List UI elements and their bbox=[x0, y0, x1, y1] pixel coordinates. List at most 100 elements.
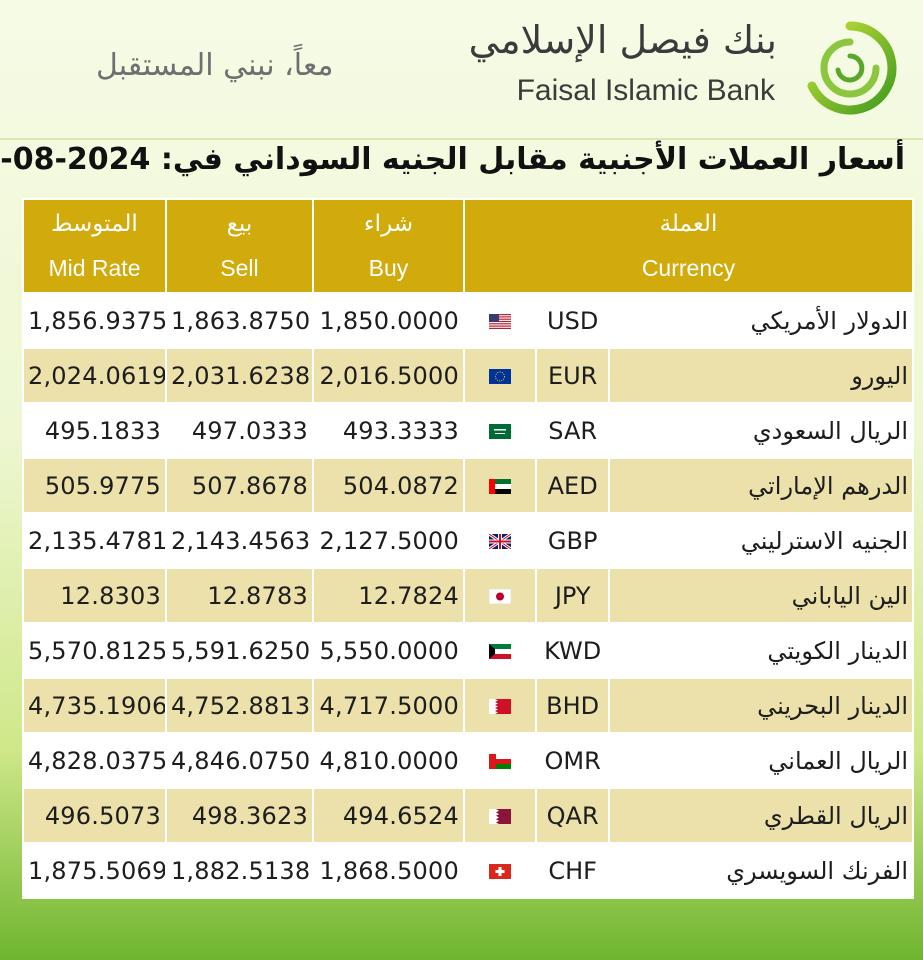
buy-cell: 1,868.5000 bbox=[313, 844, 463, 897]
table-row: 12.8303 12.8783 12.7824 JPY الين الياباني bbox=[24, 569, 912, 622]
buy-header: شراء Buy bbox=[313, 200, 463, 292]
currency-header-ar: العملة bbox=[659, 211, 718, 237]
sell-header: بيع Sell bbox=[166, 200, 312, 292]
buy-cell: 493.3333 bbox=[313, 404, 463, 457]
sell-cell: 507.8678 bbox=[166, 459, 312, 512]
table-row: 5,570.8125 5,591.6250 5,550.0000 KWD الدينار… bbox=[24, 624, 912, 677]
sell-cell: 1,882.5138 bbox=[166, 844, 312, 897]
title-date: 21-08-2024 bbox=[0, 142, 151, 177]
sell-cell: 4,752.8813 bbox=[166, 679, 312, 732]
table-row: 2,024.0619 2,031.6238 2,016.5000 EUR اليورو bbox=[24, 349, 912, 402]
buy-cell: 5,550.0000 bbox=[313, 624, 463, 677]
currency-code-cell: BHD bbox=[537, 679, 608, 732]
ch-flag-icon bbox=[489, 857, 512, 885]
title-text: أسعار العملات الأجنبية مقابل الجنيه السو… bbox=[160, 142, 905, 177]
flag-cell bbox=[464, 349, 536, 402]
sell-cell: 2,143.4563 bbox=[166, 514, 312, 567]
table-row: 1,856.9375 1,863.8750 1,850.0000 USD الدولار… bbox=[24, 294, 912, 347]
table-row: 1,875.5069 1,882.5138 1,868.5000 CHF الفرنك … bbox=[24, 844, 912, 897]
flag-cell bbox=[464, 789, 536, 842]
slogan: معاً، نبني المستقبل bbox=[96, 48, 334, 83]
buy-cell: 4,810.0000 bbox=[313, 734, 463, 787]
mid-rate-cell: 2,024.0619 bbox=[24, 349, 165, 402]
flag-cell bbox=[464, 844, 536, 897]
flag-cell bbox=[464, 569, 536, 622]
currency-name-cell: الفرنك السويسري bbox=[609, 844, 912, 897]
currency-name-cell: الجنيه الاسترليني bbox=[609, 514, 912, 567]
currency-code-cell: JPY bbox=[537, 569, 608, 622]
bank-name-arabic: بنك فيصل الإسلامي bbox=[468, 18, 777, 62]
sell-cell: 12.8783 bbox=[166, 569, 312, 622]
currency-header: العملة Currency bbox=[464, 200, 912, 292]
kw-flag-icon bbox=[489, 637, 512, 665]
us-flag-icon bbox=[489, 307, 512, 335]
buy-cell: 4,717.5000 bbox=[313, 679, 463, 732]
buy-header-ar: شراء bbox=[363, 211, 414, 237]
table-row: 495.1833 497.0333 493.3333 SAR الريال السعود… bbox=[24, 404, 912, 457]
mid-rate-header-ar: المتوسط bbox=[51, 211, 138, 237]
currency-name-cell: الين الياباني bbox=[609, 569, 912, 622]
currency-name-cell: الدولار الأمريكي bbox=[609, 294, 912, 347]
sell-cell: 497.0333 bbox=[166, 404, 312, 457]
buy-cell: 1,850.0000 bbox=[313, 294, 463, 347]
table-row: 2,135.4781 2,143.4563 2,127.5000 GBP الجنيه … bbox=[24, 514, 912, 567]
om-flag-icon bbox=[489, 747, 512, 775]
sell-cell: 4,846.0750 bbox=[166, 734, 312, 787]
buy-cell: 504.0872 bbox=[313, 459, 463, 512]
buy-cell: 2,016.5000 bbox=[313, 349, 463, 402]
buy-cell: 2,127.5000 bbox=[313, 514, 463, 567]
mid-rate-cell: 496.5073 bbox=[24, 789, 165, 842]
flag-cell bbox=[464, 459, 536, 512]
flag-cell bbox=[464, 404, 536, 457]
mid-rate-cell: 4,735.1906 bbox=[24, 679, 165, 732]
mid-rate-cell: 2,135.4781 bbox=[24, 514, 165, 567]
table-header-row: المتوسط Mid Rate بيع Sell شراء Buy العمل… bbox=[24, 200, 912, 292]
flag-cell bbox=[464, 294, 536, 347]
currency-code-cell: AED bbox=[537, 459, 608, 512]
mid-rate-cell: 5,570.8125 bbox=[24, 624, 165, 677]
flag-cell bbox=[464, 734, 536, 787]
page-title: أسعار العملات الأجنبية مقابل الجنيه السو… bbox=[0, 142, 905, 177]
table-row: 4,828.0375 4,846.0750 4,810.0000 OMR الريال … bbox=[24, 734, 912, 787]
sell-header-en: Sell bbox=[220, 255, 259, 281]
sell-cell: 5,591.6250 bbox=[166, 624, 312, 677]
mid-rate-cell: 1,875.5069 bbox=[24, 844, 165, 897]
mid-rate-header-en: Mid Rate bbox=[48, 255, 141, 281]
currency-code-cell: GBP bbox=[537, 514, 608, 567]
sell-cell: 498.3623 bbox=[166, 789, 312, 842]
flag-cell bbox=[464, 624, 536, 677]
sell-cell: 2,031.6238 bbox=[166, 349, 312, 402]
bank-name-english: Faisal Islamic Bank bbox=[516, 74, 775, 107]
mid-rate-cell: 4,828.0375 bbox=[24, 734, 165, 787]
header-divider bbox=[0, 138, 923, 140]
currency-code-cell: QAR bbox=[537, 789, 608, 842]
currency-name-cell: الدينار البحريني bbox=[609, 679, 912, 732]
table-row: 496.5073 498.3623 494.6524 QAR الريال القطري bbox=[24, 789, 912, 842]
eu-flag-icon bbox=[489, 362, 512, 390]
currency-code-cell: EUR bbox=[537, 349, 608, 402]
buy-header-en: Buy bbox=[368, 255, 409, 281]
currency-name-cell: الدرهم الإماراتي bbox=[609, 459, 912, 512]
buy-cell: 12.7824 bbox=[313, 569, 463, 622]
bh-flag-icon bbox=[489, 692, 512, 720]
currency-code-cell: SAR bbox=[537, 404, 608, 457]
table-row: 505.9775 507.8678 504.0872 AED الدرهم الإمار… bbox=[24, 459, 912, 512]
buy-cell: 494.6524 bbox=[313, 789, 463, 842]
bank-logo-icon bbox=[807, 21, 897, 115]
currency-header-en: Currency bbox=[641, 255, 736, 281]
ae-flag-icon bbox=[489, 472, 512, 500]
mid-rate-cell: 1,856.9375 bbox=[24, 294, 165, 347]
currency-code-cell: KWD bbox=[537, 624, 608, 677]
page-header: معاً، نبني المستقبل بنك فيصل الإسلامي Fa… bbox=[0, 0, 923, 138]
exchange-rates-table: المتوسط Mid Rate بيع Sell شراء Buy العمل… bbox=[22, 198, 914, 899]
currency-name-cell: الريال العماني bbox=[609, 734, 912, 787]
qa-flag-icon bbox=[489, 802, 512, 830]
sa-flag-icon bbox=[489, 417, 512, 445]
jp-flag-icon bbox=[488, 582, 512, 610]
mid-rate-header: المتوسط Mid Rate bbox=[24, 200, 165, 292]
gb-flag-icon bbox=[488, 527, 513, 555]
flag-cell bbox=[464, 679, 536, 732]
currency-name-cell: الريال السعودي bbox=[609, 404, 912, 457]
currency-code-cell: CHF bbox=[537, 844, 608, 897]
sell-cell: 1,863.8750 bbox=[166, 294, 312, 347]
